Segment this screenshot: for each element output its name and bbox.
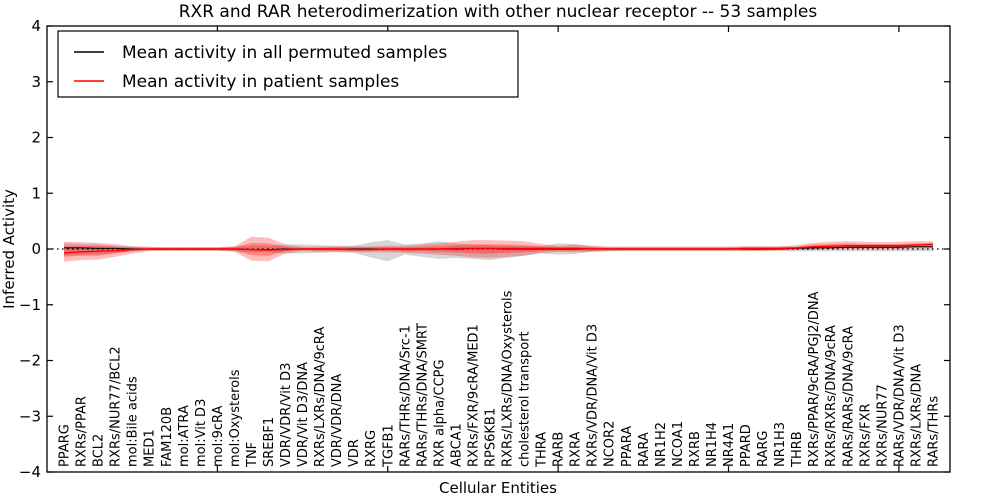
x-category-label: RXRA [569,432,584,467]
y-tick-label: −4 [19,463,41,481]
x-category-label: PPARD [739,424,754,467]
x-category-label: NR1H3 [773,422,788,467]
x-category-label: SREBF1 [262,417,277,467]
x-category-label: RXRs/FXR [858,403,873,467]
x-category-label: NCOR2 [603,421,618,467]
series-line-patient [63,243,934,254]
x-axis-label: Cellular Entities [439,479,557,497]
x-category-label: RXRs/NUR77/BCL2 [109,346,124,467]
x-category-label: RXRG [364,430,379,467]
x-category-label: RXRs/PPAR [75,396,90,467]
x-category-label: RXR alpha/CCPG [432,359,447,467]
x-category-label: PPARG [58,424,73,467]
x-category-label: RXRs/FXR/9cRA/MED1 [466,324,481,467]
x-category-label: RARB [552,432,567,467]
x-category-label: RXRs/RXRs/DNA/9cRA [824,325,839,467]
x-category-label: RARG [756,430,771,467]
x-category-label: THRB [790,431,805,468]
legend-label-permuted: Mean activity in all permuted samples [122,43,447,63]
x-category-label: RXRs/LXRs/DNA [909,364,924,467]
x-category-label: cholesterol transport [518,331,533,467]
x-category-label: RARs/THRs/DNA/Src-1 [398,325,413,467]
x-category-label: RARA [637,432,652,467]
x-category-label: VDR/VDR/DNA [330,374,345,467]
legend-box: Mean activity in all permuted samples Me… [57,30,519,98]
legend-label-patient: Mean activity in patient samples [122,72,399,92]
x-category-label: NR1H2 [654,422,669,467]
x-category-labels: PPARG RXRs/PPAR BCL2 RXRs/NUR77/BCL2 mol:Bil… [58,290,942,468]
x-category-label: TGFB1 [381,424,396,468]
x-category-label: RXRs/VDR/DNA/Vit D3 [586,324,601,467]
chart-title: RXR and RAR heterodimerization with othe… [179,2,818,22]
band-permuted-samples-range [64,240,933,262]
x-category-label: NCOA1 [671,421,686,467]
x-category-label: RXRs/NUR77 [875,384,890,467]
x-category-label: VDR/Vit D3/DNA [296,362,311,467]
x-category-label: mol:9cRA [211,405,226,467]
y-tick-label: 4 [31,17,41,35]
y-tick-label: 0 [31,240,41,258]
x-category-label: NR1H4 [705,422,720,467]
plot-border [46,25,951,473]
y-tick-label: 2 [31,129,41,147]
band-patient-samples-range-inner [64,242,933,257]
x-category-label: mol:ATRA [177,405,192,467]
y-tick-labels: 4 3 2 1 0 −1 −2 −3 −4 [19,17,41,481]
x-category-label: RARs/VDR/DNA/Vit D3 [892,324,907,467]
x-category-label: MED1 [143,429,158,467]
legend-frame [57,30,519,98]
y-tick-label: −1 [19,296,41,314]
x-category-label: ABCA1 [449,423,464,467]
x-category-label: RARs/THRs [927,396,942,467]
x-category-label: PPARA [620,426,635,467]
x-category-label: NR4A1 [722,423,737,467]
x-category-label: RARs/THRs/DNA/SMRT [415,323,430,467]
x-category-label: RPS6KB1 [484,408,499,467]
x-category-label: mol:Oxysterols [228,369,243,467]
x-category-label: BCL2 [92,434,107,467]
x-category-label: RXRs/LXRs/DNA/9cRA [313,327,328,467]
y-tick-label: −2 [19,352,41,370]
x-category-label: RXRs/LXRs/DNA/Oxysterols [501,290,516,467]
x-category-label: FAM120B [160,407,175,467]
y-tick-label: 1 [31,184,41,202]
x-category-label: mol:Vit D3 [194,399,209,467]
x-category-label: VDR/VDR/Vit D3 [279,363,294,467]
y-tick-label: −3 [19,407,41,425]
x-category-label: RARs/RARs/DNA/9cRA [841,326,856,467]
series-lines [63,243,934,254]
x-category-label: VDR [347,439,362,467]
x-category-label: mol:Bile acids [126,376,141,467]
y-axis-label: Inferred Activity [0,189,18,309]
x-category-label: TNF [245,442,260,468]
x-category-label: THRA [535,432,550,468]
y-tick-label: 3 [31,73,41,91]
x-category-label: RXRB [688,431,703,467]
x-category-label: RXRs/PPAR/9cRA/PGJ2/DNA [807,291,822,467]
